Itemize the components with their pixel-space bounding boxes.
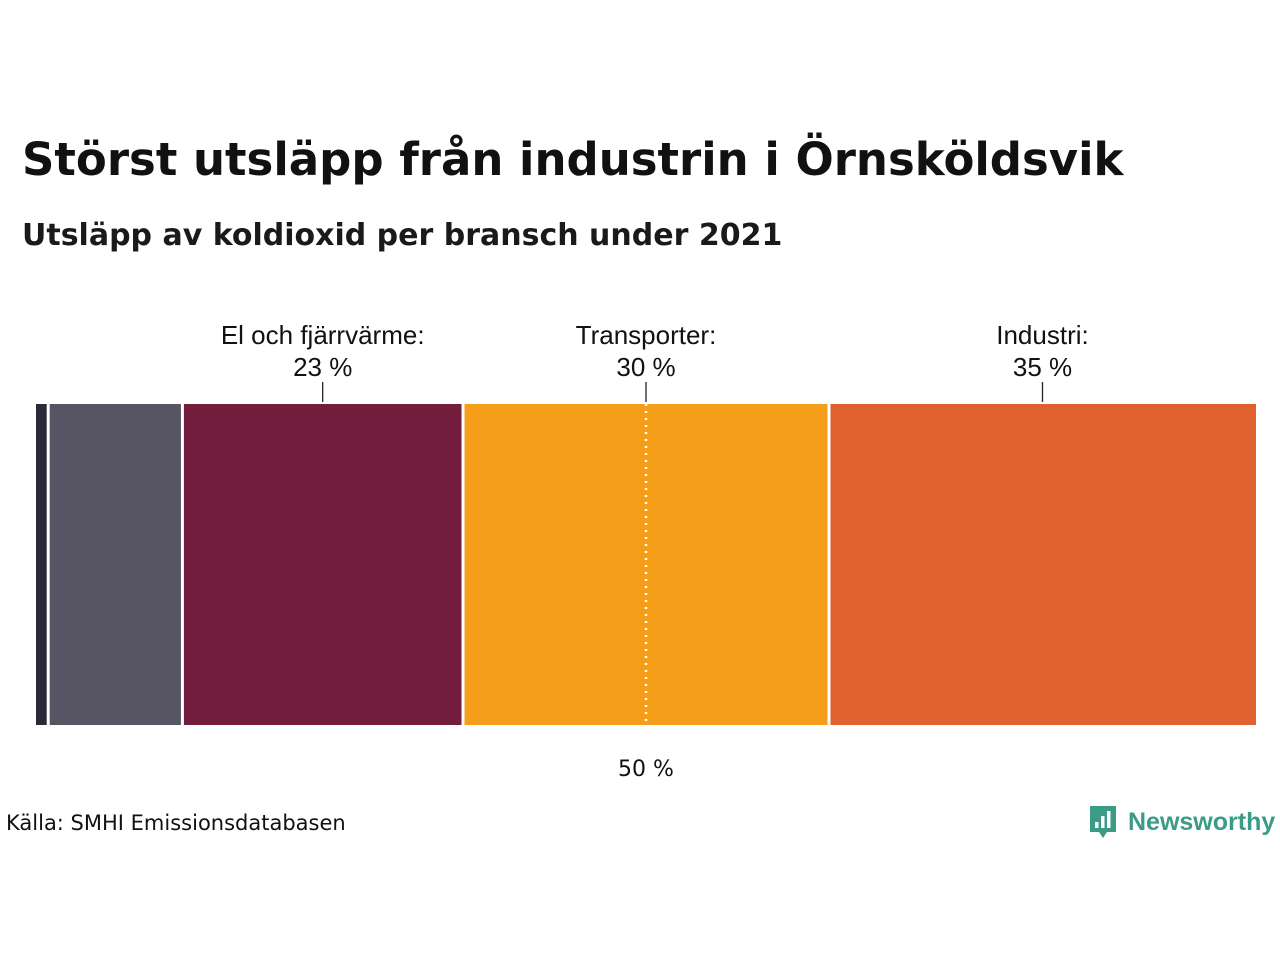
segment-label-4: Transporter:: [576, 320, 717, 350]
midpoint-label: 50 %: [618, 757, 674, 782]
bar-segment-1: [36, 404, 49, 725]
brand-name: Newsworthy: [1128, 807, 1276, 836]
newsworthy-chart-icon: [1090, 806, 1116, 838]
bar-segment-2: [48, 404, 183, 725]
chart-title: Störst utsläpp från industrin i Örnsköld…: [22, 133, 1124, 186]
source-note: Källa: SMHI Emissionsdatabasen: [6, 811, 346, 835]
segment-value-label-3: 23 %: [293, 352, 352, 382]
segment-value-label-4: 30 %: [616, 352, 675, 382]
segment-label-5: Industri:: [996, 320, 1089, 350]
segment-value-label-5: 35 %: [1013, 352, 1072, 382]
bar-segment-5: [829, 404, 1256, 725]
chart-subtitle: Utsläpp av koldioxid per bransch under 2…: [22, 218, 783, 253]
brand-logo: Newsworthy: [1088, 802, 1275, 842]
bar-segment-4: [463, 404, 829, 725]
bar-segment-3: [182, 404, 463, 725]
segment-label-3: El och fjärrvärme:: [221, 320, 425, 350]
